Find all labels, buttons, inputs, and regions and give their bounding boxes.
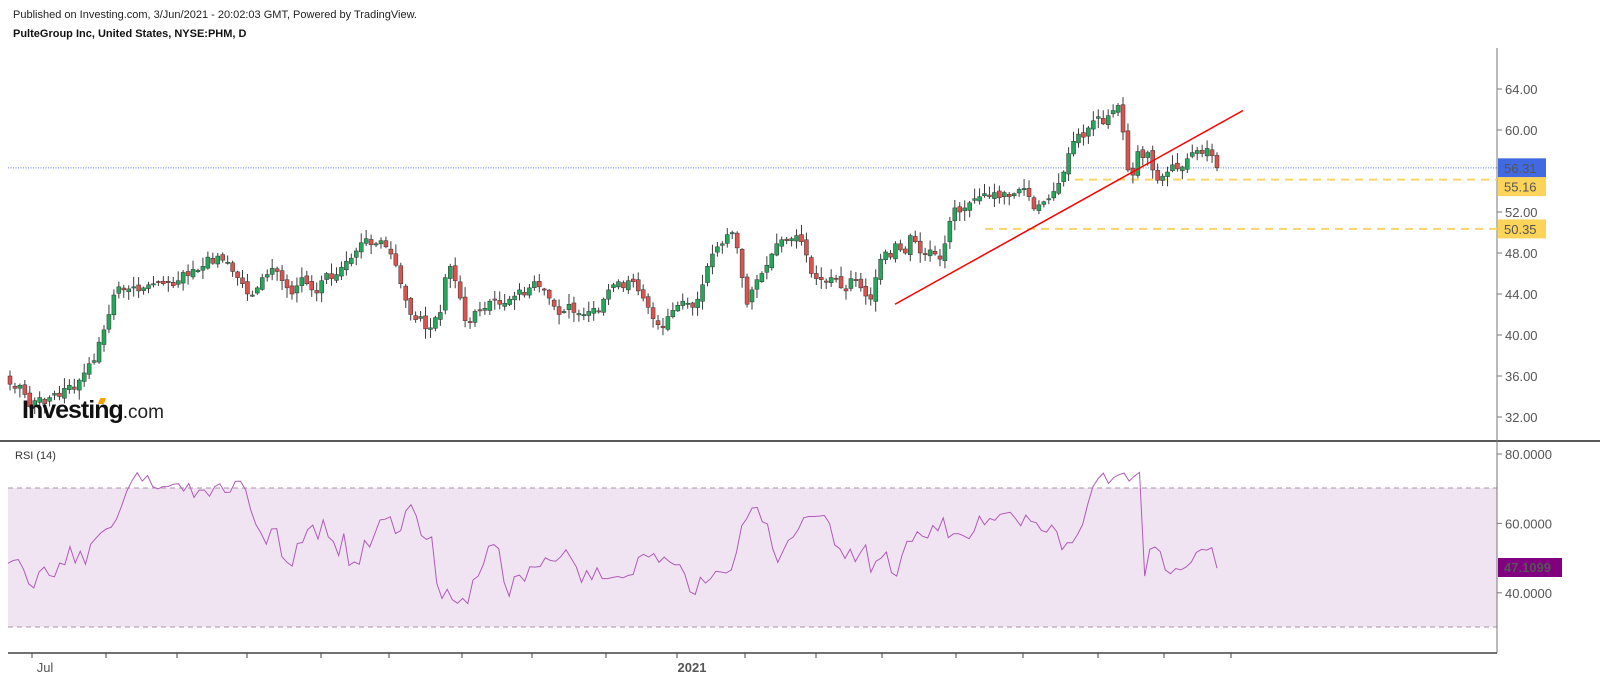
price-tick-label: 40.00: [1505, 328, 1538, 343]
rsi-value-badge: 47.1099: [1498, 558, 1562, 577]
price-tick-label: 44.00: [1505, 287, 1538, 302]
time-axis-ticks: [31, 653, 1232, 658]
svg-text:55.16: 55.16: [1504, 180, 1537, 195]
level-badge-2: 50.35: [1498, 219, 1546, 239]
rsi-band: [8, 488, 1497, 627]
time-label: Jul: [37, 660, 54, 675]
investing-logo: Investing.com: [22, 396, 164, 424]
candlestick-series: [7, 97, 1220, 414]
time-label: 2021: [678, 660, 707, 675]
rsi-title: RSI (14): [15, 450, 56, 462]
price-tick-label: 60.00: [1505, 123, 1538, 138]
symbol-title: PulteGroup Inc, United States, NYSE:PHM,…: [13, 28, 247, 40]
svg-text:50.35: 50.35: [1504, 222, 1537, 237]
price-tick-label: 52.00: [1505, 205, 1538, 220]
published-info: Published on Investing.com, 3/Jun/2021 -…: [13, 9, 417, 21]
time-axis-labels: Jul 2021: [37, 660, 707, 675]
rsi-axis-ticks: 80.0000 60.0000 40.0000: [1497, 447, 1552, 601]
rsi-tick-label: 60.0000: [1505, 516, 1552, 531]
rsi-tick-label: 40.0000: [1505, 586, 1552, 601]
price-tick-label: 64.00: [1505, 82, 1538, 97]
rsi-line: [7, 471, 1218, 605]
svg-text:56.31: 56.31: [1504, 161, 1537, 176]
level-badge-1: 55.16: [1498, 177, 1546, 197]
trendline[interactable]: [894, 109, 1244, 305]
svg-text:47.1099: 47.1099: [1504, 560, 1551, 575]
price-axis-ticks: 64.00 60.00 52.00 48.00 44.00 40.00 36.00 32.00: [1497, 82, 1538, 425]
price-tick-label: 32.00: [1505, 410, 1538, 425]
price-tick-label: 36.00: [1505, 369, 1538, 384]
rsi-tick-label: 80.0000: [1505, 447, 1552, 462]
last-price-badge: 56.31: [1498, 158, 1546, 178]
price-tick-label: 48.00: [1505, 246, 1538, 261]
